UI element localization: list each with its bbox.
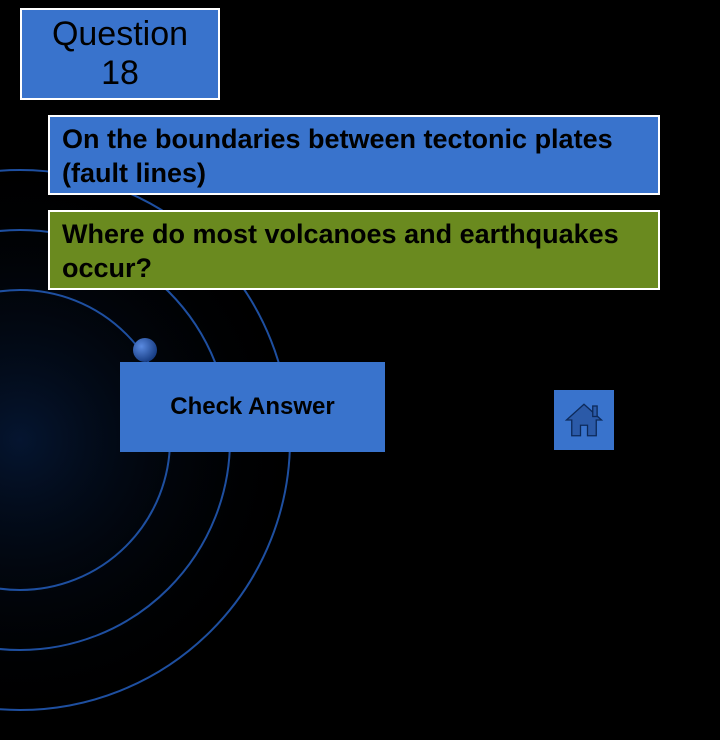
question-title-label: Question	[52, 15, 188, 53]
question-text: Where do most volcanoes and earthquakes …	[62, 218, 646, 286]
answer-text: On the boundaries between tectonic plate…	[62, 123, 646, 191]
check-answer-label: Check Answer	[170, 393, 335, 421]
home-button[interactable]	[554, 390, 614, 450]
home-icon	[563, 399, 605, 441]
answer-box: On the boundaries between tectonic plate…	[48, 115, 660, 195]
question-title: Question 18	[20, 8, 220, 100]
question-box: Where do most volcanoes and earthquakes …	[48, 210, 660, 290]
question-title-number: 18	[101, 54, 139, 92]
check-answer-button[interactable]: Check Answer	[120, 362, 385, 452]
